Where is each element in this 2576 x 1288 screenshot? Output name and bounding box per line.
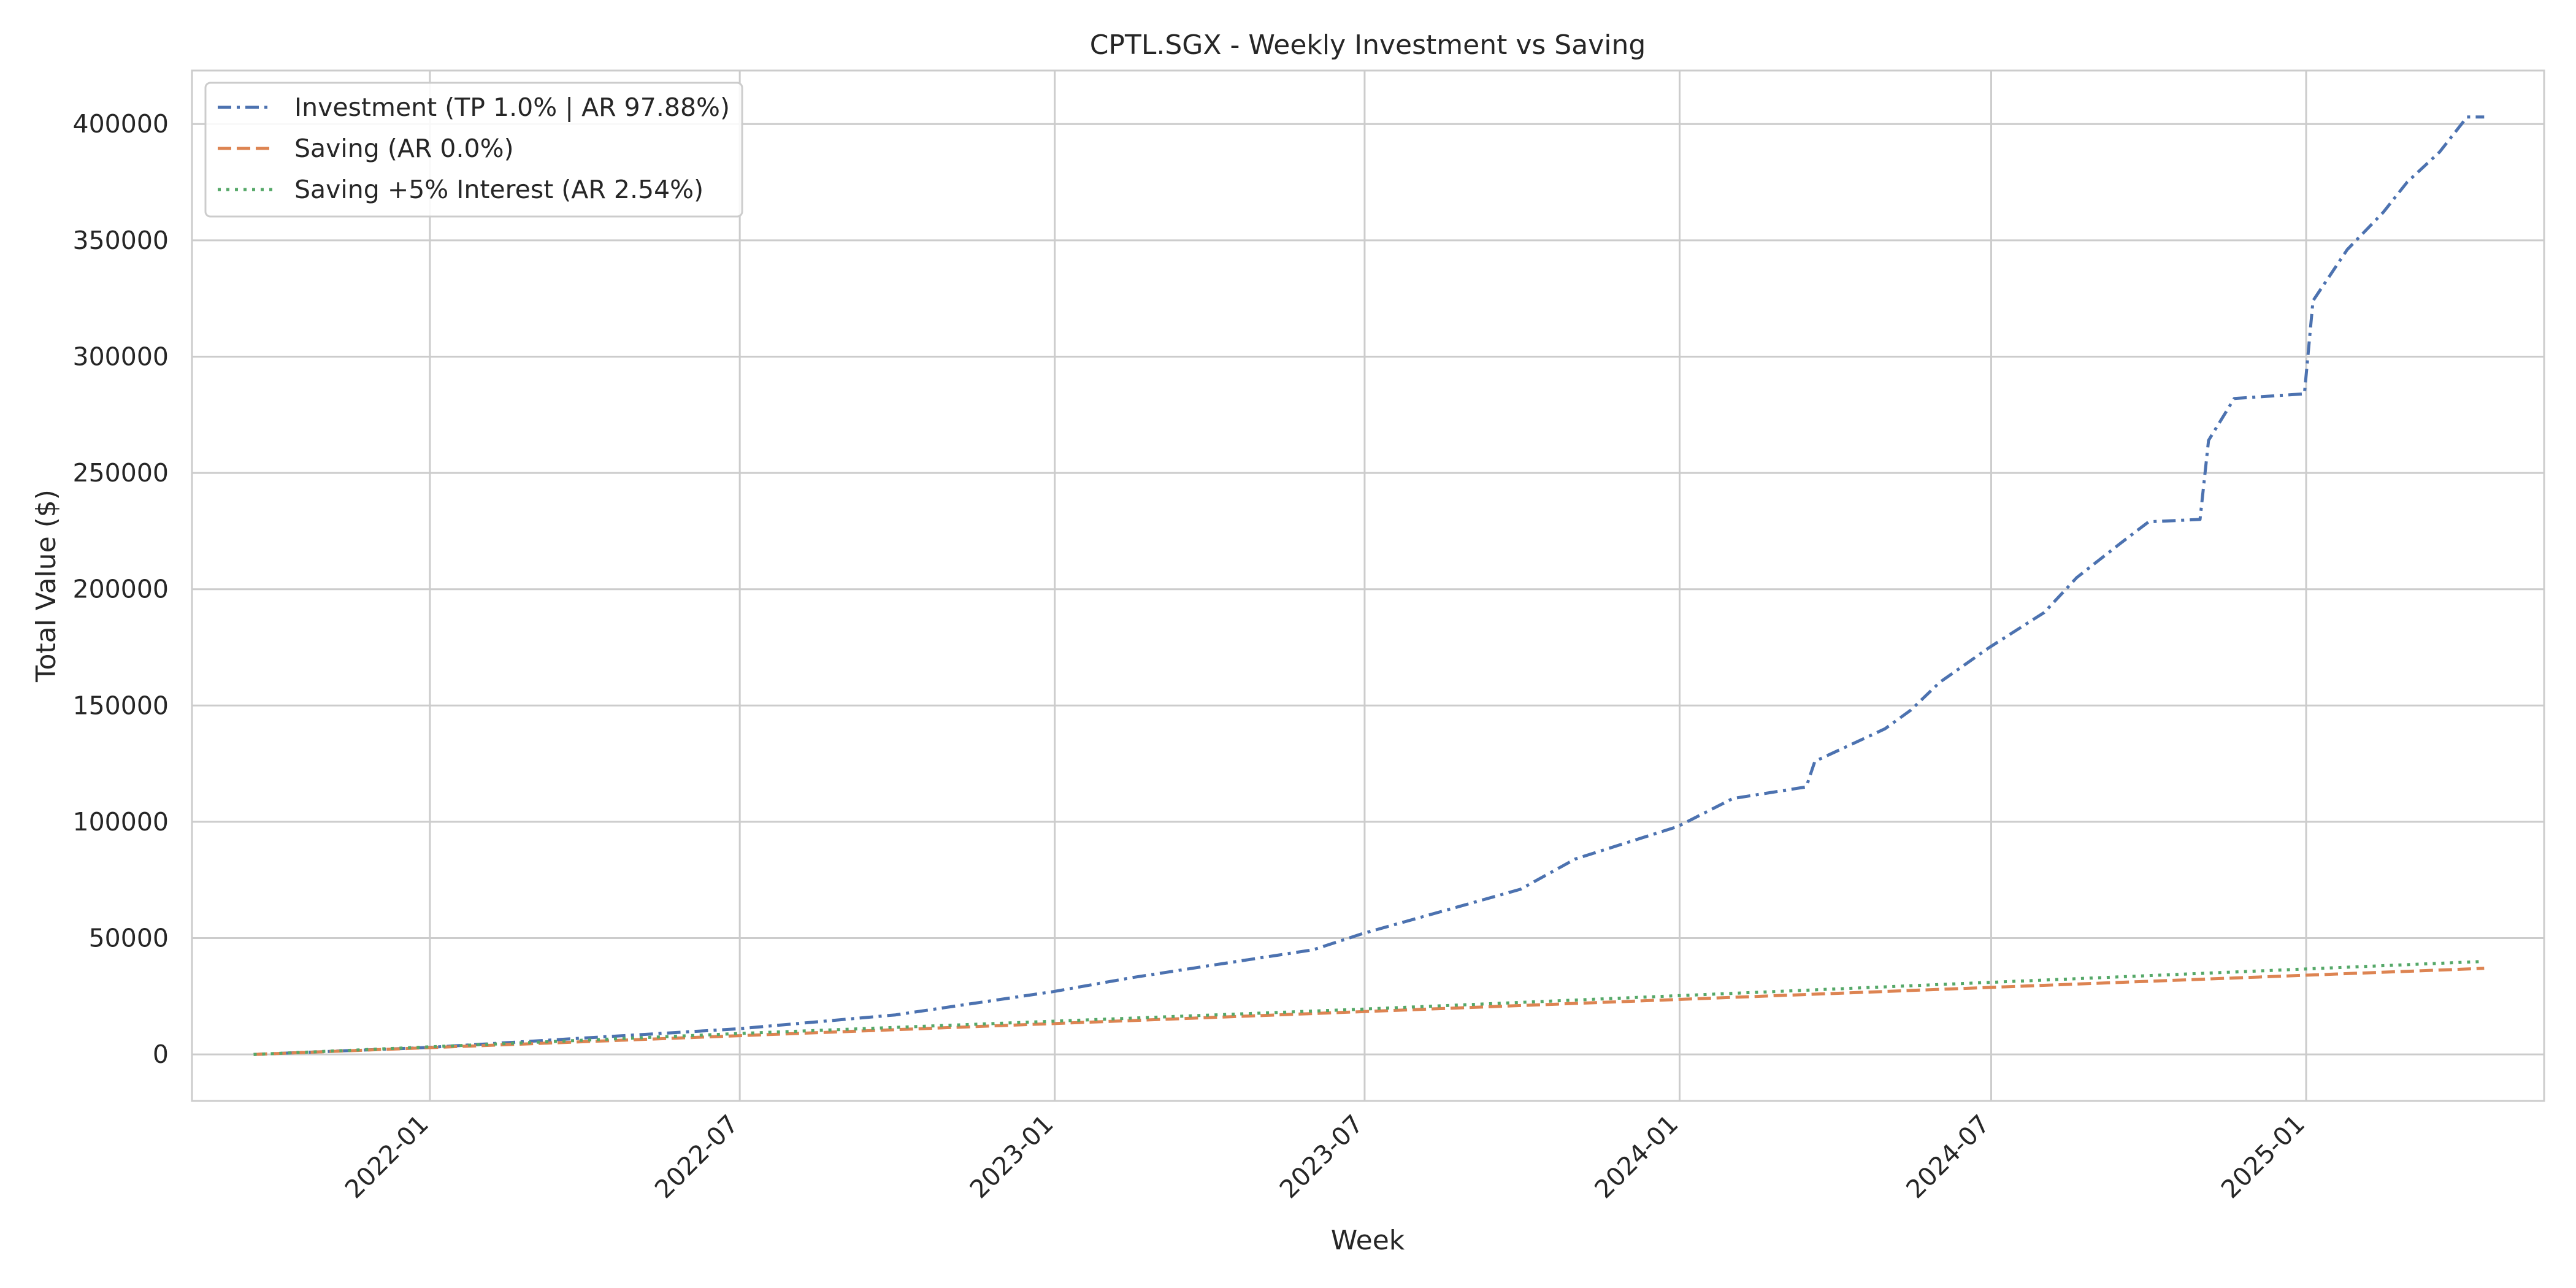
y-tick-label: 100000 <box>72 807 169 837</box>
plot-area <box>191 69 2545 1102</box>
legend-label-investment: Investment (TP 1.0% | AR 97.88%) <box>294 93 730 122</box>
series-layer <box>253 115 2485 1056</box>
legend-label-saving: Saving (AR 0.0%) <box>294 134 514 163</box>
y-tick-label: 150000 <box>72 691 169 720</box>
x-axis-label: Week <box>1331 1225 1405 1256</box>
y-tick-label: 400000 <box>72 109 169 139</box>
y-tick-label: 300000 <box>72 342 169 371</box>
y-tick-label: 350000 <box>72 226 169 255</box>
legend: Investment (TP 1.0% | AR 97.88%) Saving … <box>204 82 743 218</box>
y-axis-label: Total Value ($) <box>31 489 62 683</box>
grid <box>192 71 2544 1101</box>
chart-title: CPTL.SGX - Weekly Investment vs Saving <box>1090 29 1646 61</box>
y-axis-ticks: 0 50000 100000 150000 200000 250000 300000 3500… <box>72 109 169 1069</box>
y-tick-label: 50000 <box>89 924 169 953</box>
y-tick-label: 250000 <box>72 458 169 488</box>
legend-label-saving-interest: Saving +5% Interest (AR 2.54%) <box>294 175 703 204</box>
y-tick-label: 200000 <box>72 575 169 604</box>
legend-box <box>204 82 743 218</box>
y-tick-label: 0 <box>153 1040 169 1069</box>
series-investment <box>253 115 2485 1056</box>
series-saving <box>253 967 2485 1056</box>
